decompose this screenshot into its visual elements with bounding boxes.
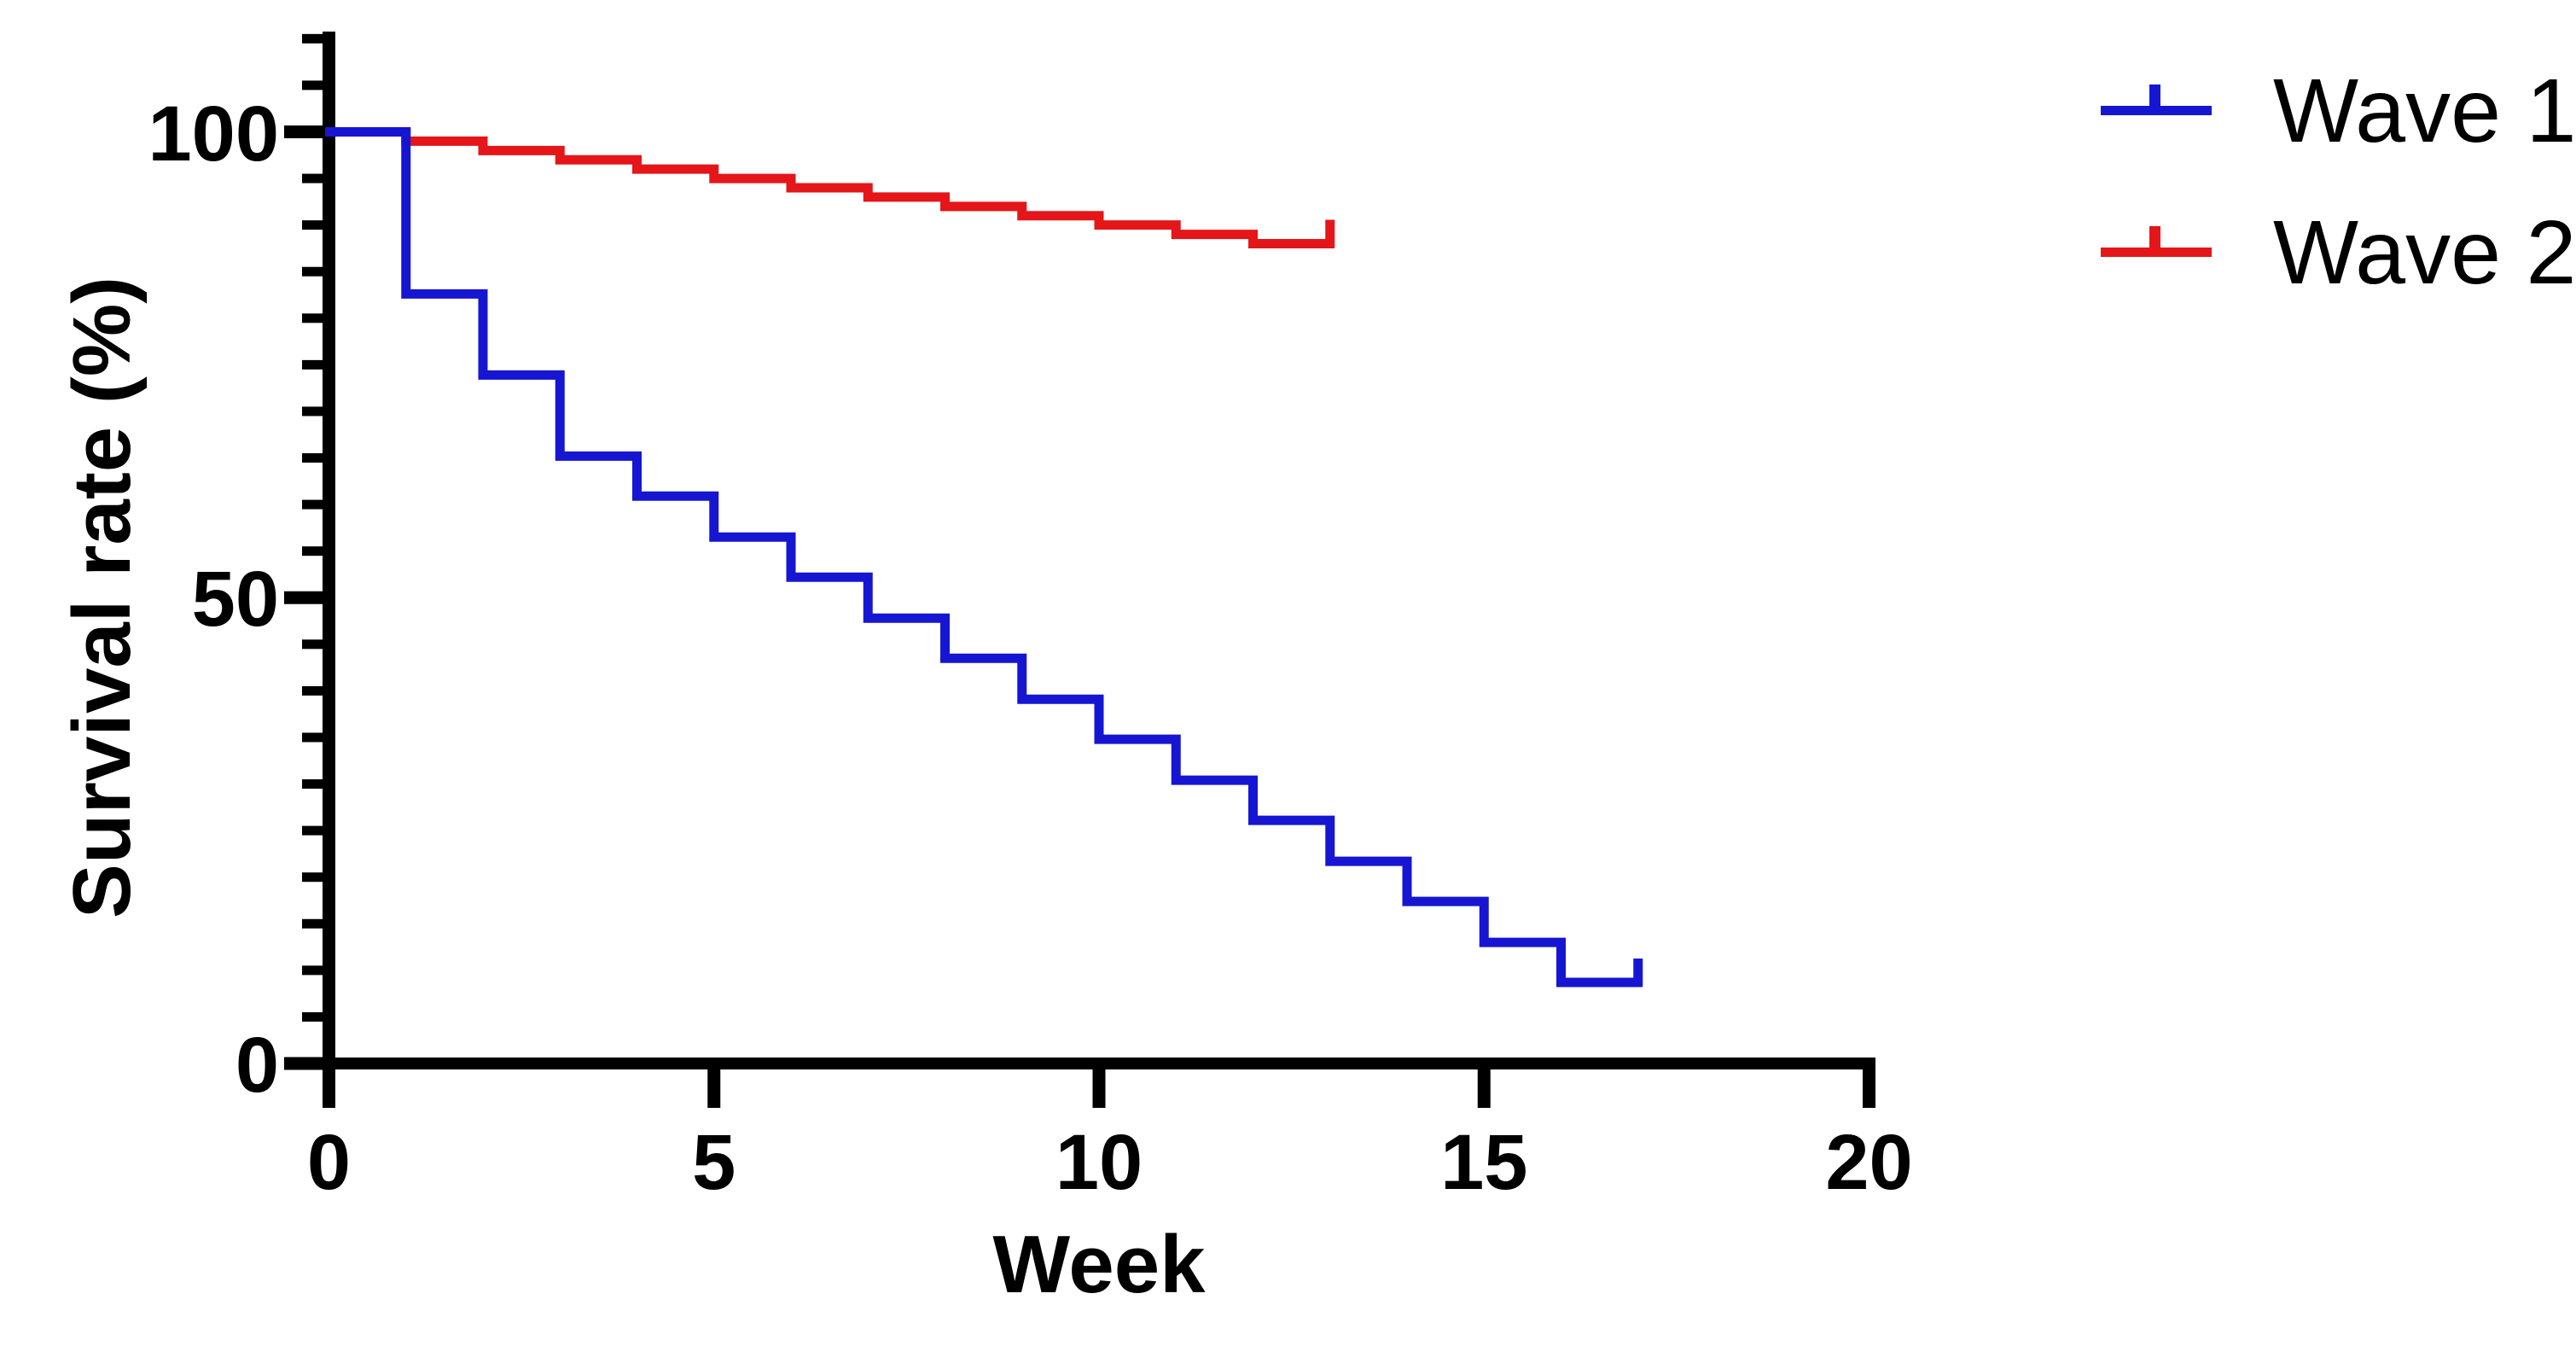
x-axis-major-tick xyxy=(1863,1069,1875,1108)
y-axis-minor-tick xyxy=(302,546,323,556)
y-axis-minor-tick xyxy=(302,220,323,230)
y-axis-minor-tick xyxy=(302,825,323,836)
y-axis-minor-tick xyxy=(302,732,323,743)
y-axis-minor-tick xyxy=(302,173,323,184)
y-axis-minor-tick xyxy=(302,453,323,463)
y-axis-minor-tick xyxy=(302,359,323,370)
legend-label-wave-1: Wave 1 xyxy=(2273,61,2576,161)
x-tick-label-10: 10 xyxy=(1055,1119,1143,1206)
y-axis-minor-tick xyxy=(302,499,323,510)
x-tick-label-5: 5 xyxy=(692,1119,736,1206)
y-tick-label-0: 0 xyxy=(235,1022,279,1109)
x-tick-label-15: 15 xyxy=(1440,1119,1528,1206)
y-axis-minor-tick xyxy=(302,266,323,277)
legend-item-wave-1: Wave 1 xyxy=(2101,51,2576,171)
y-axis-minor-tick xyxy=(302,872,323,883)
y-tick-label-100: 100 xyxy=(148,90,280,178)
censor-tick-mark xyxy=(1633,959,1643,988)
y-axis-minor-tick xyxy=(302,685,323,696)
x-tick-label-0: 0 xyxy=(306,1119,352,1206)
x-axis-line xyxy=(323,1058,1875,1069)
y-tick-label-50: 50 xyxy=(191,556,279,644)
censor-tick-mark xyxy=(1325,219,1335,248)
x-axis-major-tick xyxy=(707,1069,721,1108)
x-axis-title: Week xyxy=(992,1219,1206,1310)
y-axis-major-tick xyxy=(284,1057,323,1070)
y-axis-major-tick xyxy=(284,125,323,138)
legend-item-wave-2: Wave 2 xyxy=(2101,193,2576,312)
survival-curve-wave-2 xyxy=(325,127,1335,248)
y-axis-minor-tick xyxy=(302,965,323,976)
legend-censor-tick-icon-wave-1 xyxy=(2149,84,2160,115)
y-axis-minor-tick xyxy=(302,779,323,790)
y-axis-minor-tick xyxy=(302,313,323,323)
y-axis-minor-tick xyxy=(302,918,323,929)
y-axis-minor-tick xyxy=(302,1011,323,1022)
y-axis-minor-tick xyxy=(302,80,323,90)
legend-label-wave-2: Wave 2 xyxy=(2273,202,2576,303)
y-axis-minor-tick xyxy=(302,33,323,44)
survival-curve-wave-1 xyxy=(325,127,1643,988)
y-axis-minor-tick xyxy=(302,639,323,650)
legend-key-wave-2 xyxy=(2101,193,2212,312)
y-axis-line xyxy=(323,32,335,1069)
x-tick-label-20: 20 xyxy=(1825,1119,1913,1206)
legend-key-wave-1 xyxy=(2101,51,2212,171)
x-axis-major-tick xyxy=(1477,1069,1491,1108)
y-axis-major-tick xyxy=(284,591,323,604)
y-axis-minor-tick xyxy=(302,406,323,417)
legend-censor-tick-icon-wave-2 xyxy=(2149,226,2160,257)
x-axis-major-tick xyxy=(323,1069,335,1108)
x-axis-major-tick xyxy=(1092,1069,1106,1108)
